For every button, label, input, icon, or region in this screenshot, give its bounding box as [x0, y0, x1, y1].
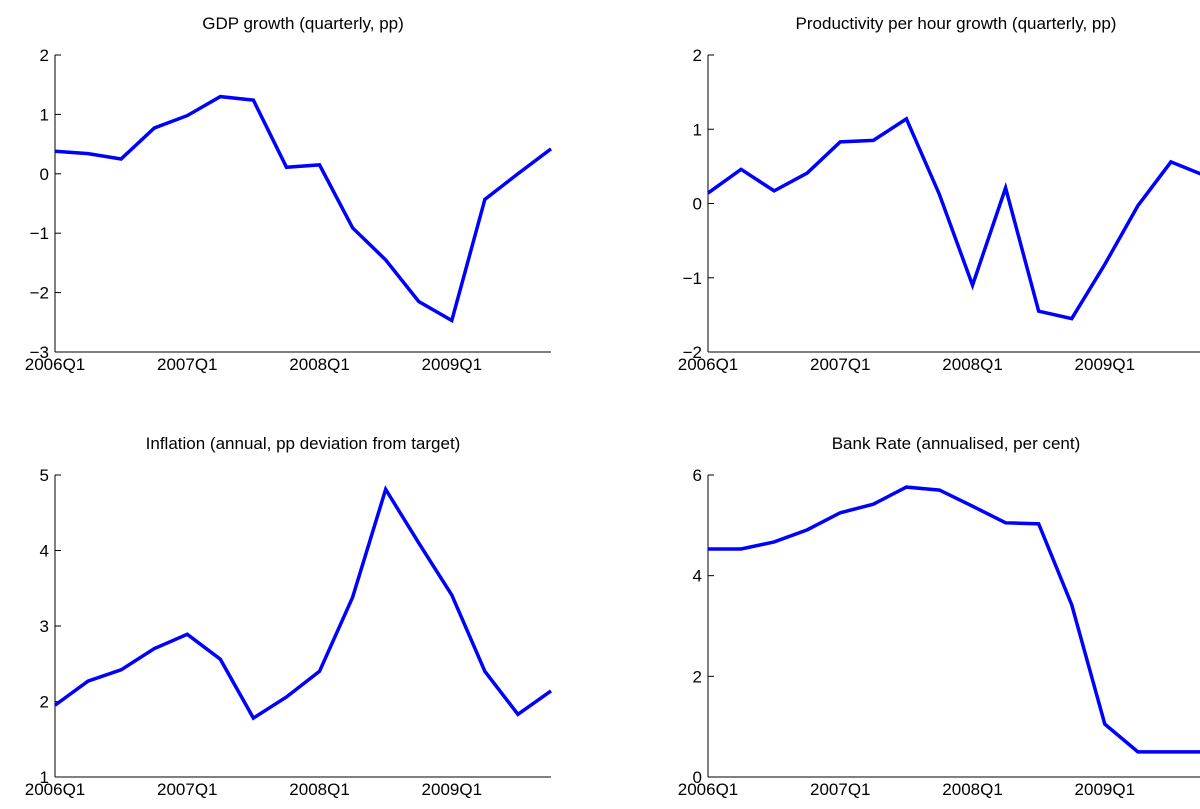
data-line	[708, 485, 1200, 754]
chart-title: Inflation (annual, pp deviation from tar…	[146, 434, 461, 453]
y-tick-label: 0	[693, 195, 702, 214]
y-tick-label: 3	[40, 617, 49, 636]
x-tick-label: 2006Q1	[678, 355, 739, 374]
x-tick-label: 2007Q1	[810, 780, 871, 799]
x-tick-label: 2009Q1	[1075, 355, 1136, 374]
chart-title: GDP growth (quarterly, pp)	[202, 14, 404, 33]
data-line	[706, 116, 1200, 321]
data-line	[54, 94, 553, 324]
y-tick-label: 2	[693, 46, 702, 65]
y-tick-label: −2	[30, 284, 49, 303]
x-tick-label: 2006Q1	[678, 780, 739, 799]
y-tick-label: 1	[693, 120, 702, 139]
chart-panel: Bank Rate (annualised, per cent) 0 2 4 6 2006…	[678, 434, 1200, 799]
y-tick-label: −1	[30, 224, 49, 243]
x-tick-label: 2007Q1	[157, 355, 218, 374]
y-tick-label: 5	[40, 466, 49, 485]
x-tick-label: 2008Q1	[942, 355, 1003, 374]
data-line	[53, 485, 553, 721]
chart-title: Productivity per hour growth (quarterly,…	[796, 14, 1117, 33]
x-tick-label: 2007Q1	[157, 780, 218, 799]
x-tick-label: 2009Q1	[422, 355, 483, 374]
chart-panel: Productivity per hour growth (quarterly,…	[678, 14, 1200, 374]
x-tick-label: 2006Q1	[25, 355, 86, 374]
y-tick-label: 6	[693, 466, 702, 485]
chart-title: Bank Rate (annualised, per cent)	[832, 434, 1081, 453]
y-tick-label: 2	[40, 46, 49, 65]
x-tick-label: 2008Q1	[289, 355, 350, 374]
x-tick-label: 2006Q1	[25, 780, 86, 799]
y-tick-label: 1	[40, 105, 49, 124]
y-tick-label: 0	[693, 768, 702, 787]
y-tick-label: 2	[40, 693, 49, 712]
chart-panel: GDP growth (quarterly, pp) −3 −2 −1 0 1 2 2006Q…	[25, 14, 553, 374]
y-tick-label: 2	[693, 667, 702, 686]
y-tick-label: 4	[40, 542, 49, 561]
y-tick-label: −2	[683, 343, 702, 362]
y-tick-label: −3	[30, 343, 49, 362]
x-tick-label: 2008Q1	[942, 780, 1003, 799]
x-tick-label: 2008Q1	[289, 780, 350, 799]
y-tick-label: 1	[40, 768, 49, 787]
y-tick-label: 4	[693, 567, 702, 586]
chart-panel: Inflation (annual, pp deviation from tar…	[25, 434, 553, 799]
x-tick-label: 2009Q1	[422, 780, 483, 799]
x-tick-label: 2007Q1	[810, 355, 871, 374]
x-tick-label: 2009Q1	[1075, 780, 1136, 799]
y-tick-label: −1	[683, 269, 702, 288]
y-tick-label: 0	[40, 165, 49, 184]
